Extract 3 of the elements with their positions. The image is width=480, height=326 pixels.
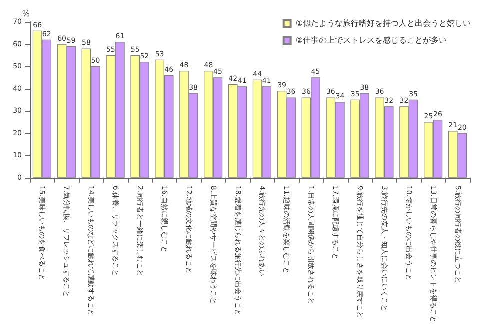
legend-label: ②仕事の上でストレスを感じることが多い xyxy=(296,36,447,45)
legend-label: ①似たような旅行嗜好を持つ人と出会うと嬉しい xyxy=(296,19,471,28)
y-axis-title: % xyxy=(22,10,30,18)
